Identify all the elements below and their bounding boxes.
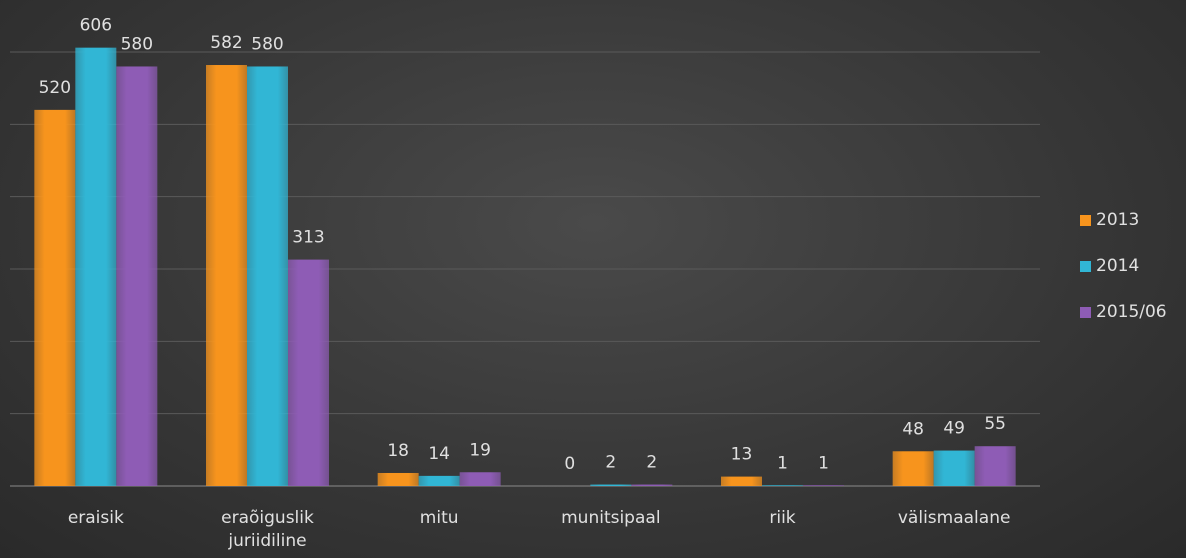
- x-tick-label: eraisik: [67, 508, 124, 528]
- value-label: 1: [818, 453, 829, 473]
- value-label: 606: [80, 16, 112, 36]
- bar: [721, 476, 762, 486]
- x-tick-label: munitsipaal: [561, 508, 661, 528]
- value-label: 0: [564, 454, 575, 474]
- value-label: 13: [731, 445, 753, 465]
- bar: [206, 65, 247, 487]
- value-label: 313: [292, 228, 324, 248]
- bar: [933, 450, 975, 486]
- value-label: 49: [943, 419, 965, 439]
- x-tick-label: mitu: [419, 508, 459, 528]
- x-tick-label: eraõiguslik juriidiline: [221, 508, 314, 551]
- bar: [34, 109, 76, 486]
- bar: [418, 475, 460, 486]
- bar: [377, 472, 419, 486]
- legend-swatch: [1080, 261, 1091, 272]
- bar: [762, 485, 803, 486]
- legend-label: 2015/06: [1096, 302, 1167, 322]
- bar: [590, 484, 632, 486]
- value-label: 18: [387, 441, 409, 461]
- legend-label: 2014: [1096, 256, 1139, 276]
- value-label: 2: [646, 453, 657, 473]
- bar: [459, 472, 501, 486]
- legend-label: 2013: [1096, 210, 1139, 230]
- bar: [116, 66, 158, 486]
- legend-swatch: [1080, 215, 1091, 226]
- bar: [803, 485, 844, 486]
- bar: [247, 66, 288, 486]
- value-label: 14: [428, 444, 450, 464]
- bar: [974, 446, 1016, 486]
- x-tick-label: riik: [769, 508, 796, 528]
- value-label: 55: [984, 414, 1006, 434]
- bar: [631, 484, 673, 486]
- value-label: 2: [605, 453, 616, 473]
- legend-swatch: [1080, 307, 1091, 318]
- value-label: 582: [210, 33, 242, 53]
- value-label: 580: [251, 34, 283, 54]
- bar: [892, 451, 934, 486]
- value-label: 48: [902, 419, 924, 439]
- x-tick-label: välismaalane: [897, 508, 1011, 528]
- value-label: 1: [777, 453, 788, 473]
- value-label: 19: [469, 440, 491, 460]
- bar: [75, 47, 117, 486]
- value-label: 520: [39, 78, 71, 98]
- value-label: 580: [121, 34, 153, 54]
- bar: [288, 259, 329, 486]
